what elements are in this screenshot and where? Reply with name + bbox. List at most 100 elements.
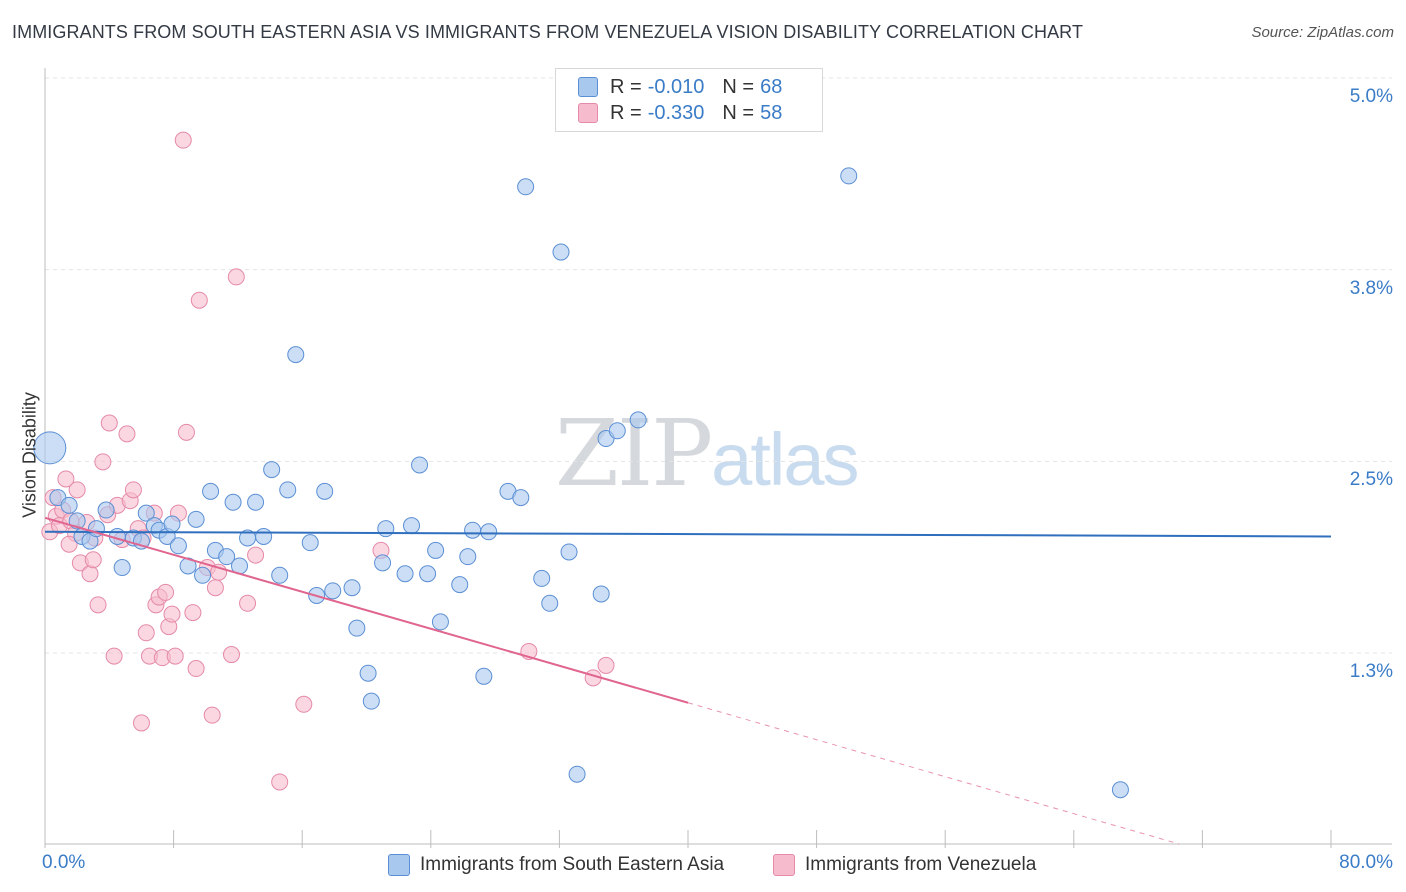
venezuela-point: [68, 481, 86, 499]
sea-point: [629, 411, 647, 429]
venezuela-point: [81, 565, 99, 583]
sea-point: [263, 461, 281, 479]
chart-title: IMMIGRANTS FROM SOUTH EASTERN ASIA VS IM…: [12, 22, 1084, 42]
sea-point: [377, 520, 395, 538]
sea-point: [464, 521, 482, 539]
legend-swatch-pink: [578, 103, 598, 123]
venezuela-point: [597, 656, 615, 674]
sea-point: [271, 566, 289, 584]
watermark-atlas: atlas: [711, 418, 859, 501]
sea-point: [287, 346, 305, 364]
sea-point: [419, 565, 437, 583]
legend-r-label: R =: [610, 75, 642, 98]
sea-point: [224, 493, 242, 511]
venezuela-point: [295, 695, 313, 713]
sea-point: [187, 510, 205, 528]
sea-point: [431, 613, 449, 631]
x-tick-label-min: 0.0%: [42, 852, 86, 873]
venezuela-trend-line: [44, 516, 689, 704]
venezuela-point: [184, 604, 202, 622]
sea-point: [541, 594, 559, 612]
sea-point: [362, 692, 380, 710]
venezuela-point: [222, 646, 240, 664]
venezuela-trend-extension: [687, 702, 1180, 845]
legend-row-sea: R = -0.010 N = 68: [578, 75, 782, 99]
sea-point: [459, 548, 477, 566]
sea-point: [396, 565, 414, 583]
sea-point: [279, 481, 297, 499]
sea-point: [247, 493, 265, 511]
venezuela-point: [124, 481, 142, 499]
sea-point: [374, 554, 392, 572]
sea-point: [480, 523, 498, 541]
venezuela-point: [60, 535, 78, 553]
venezuela-point: [247, 546, 265, 564]
legend-n-label: N =: [722, 75, 755, 98]
sea-point: [163, 515, 181, 533]
sea-point: [560, 543, 578, 561]
sea-point: [113, 559, 131, 577]
venezuela-point: [89, 596, 107, 614]
sea-point: [568, 765, 586, 783]
sea-point: [218, 548, 236, 566]
bottom-legend-swatch-blue: [388, 854, 410, 876]
legend-n-label: N =: [722, 101, 755, 124]
sea-point: [533, 569, 551, 587]
y-tick-label: 1.3%: [1349, 661, 1393, 682]
legend-row-venezuela: R = -0.330 N = 58: [578, 101, 782, 125]
bottom-legend-label: Immigrants from Venezuela: [805, 854, 1037, 875]
x-tick-label-max: 80.0%: [1339, 852, 1393, 873]
venezuela-point: [190, 291, 208, 309]
sea-point: [33, 431, 67, 465]
bottom-legend-venezuela: Immigrants from Venezuela: [773, 852, 1036, 878]
bottom-legend-swatch-pink: [773, 854, 795, 876]
y-tick-label: 5.0%: [1349, 86, 1393, 107]
sea-trend-line: [44, 530, 1332, 538]
sea-point: [403, 517, 421, 535]
venezuela-point: [174, 131, 192, 149]
chart-source: Source: ZipAtlas.com: [1251, 24, 1394, 41]
venezuela-point: [206, 579, 224, 597]
venezuela-point: [100, 414, 118, 432]
sea-point: [137, 504, 155, 522]
bottom-legend-label: Immigrants from South Eastern Asia: [420, 854, 725, 875]
bottom-legend-sea: Immigrants from South Eastern Asia: [388, 852, 724, 878]
venezuela-point: [57, 470, 75, 488]
sea-point: [1111, 781, 1129, 799]
venezuela-point: [84, 551, 102, 569]
sea-point: [255, 527, 273, 545]
sea-point: [359, 664, 377, 682]
correlation-legend: R = -0.010 N = 68 R = -0.330 N = 58: [555, 68, 823, 132]
sea-point: [427, 541, 445, 559]
legend-swatch-blue: [578, 77, 598, 97]
venezuela-point: [137, 624, 155, 642]
sea-point: [592, 585, 610, 603]
sea-point: [348, 619, 366, 637]
legend-n-value: 68: [760, 75, 783, 98]
sea-point: [552, 243, 570, 261]
sea-point: [97, 501, 115, 519]
venezuela-point: [227, 268, 245, 286]
sea-point: [517, 178, 535, 196]
sea-point: [608, 422, 626, 440]
sea-point: [301, 534, 319, 552]
y-axis-label: Vision Disability: [19, 392, 40, 518]
venezuela-point: [239, 594, 257, 612]
sea-point: [194, 566, 212, 584]
venezuela-point: [271, 773, 289, 791]
venezuela-point: [163, 605, 181, 623]
sea-point: [343, 579, 361, 597]
legend-r-value: -0.330: [647, 101, 705, 124]
sea-point: [324, 582, 342, 600]
venezuela-point: [132, 714, 150, 732]
venezuela-point: [177, 423, 195, 441]
legend-r-label: R =: [610, 101, 642, 124]
sea-point: [202, 482, 220, 500]
venezuela-point: [118, 425, 136, 443]
venezuela-point: [157, 583, 175, 601]
legend-n-value: 58: [760, 101, 783, 124]
venezuela-point: [166, 647, 184, 665]
sea-point: [316, 482, 334, 500]
sea-point: [475, 667, 493, 685]
